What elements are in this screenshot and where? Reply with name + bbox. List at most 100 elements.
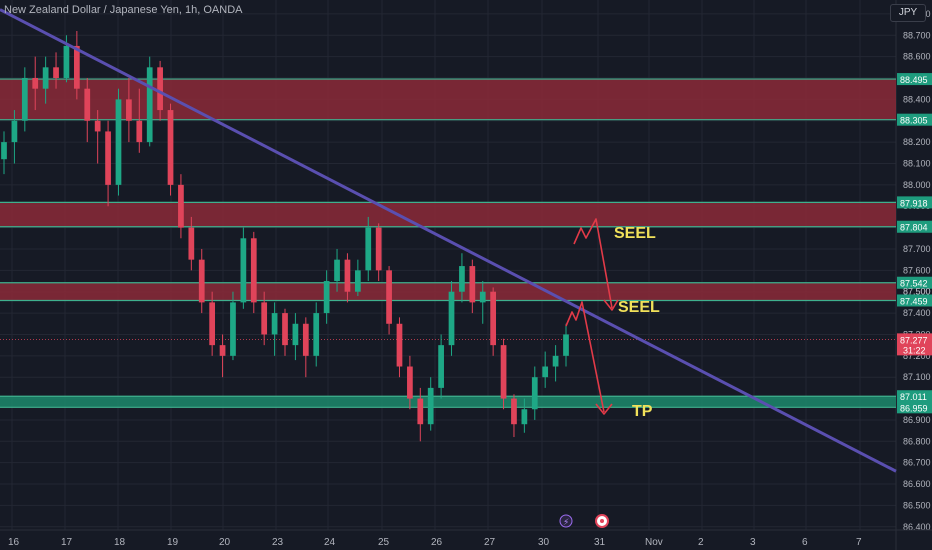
x-tick-label: 20: [219, 537, 231, 548]
y-tick-label: 87.200: [903, 351, 931, 361]
candle-body: [209, 302, 216, 346]
candle-body: [198, 259, 205, 303]
price-tag: [897, 276, 932, 289]
zone-red: [0, 79, 896, 120]
candle-body: [157, 67, 163, 111]
candle-body: [563, 334, 569, 356]
price-tag-countdown: 31:22: [903, 345, 926, 355]
candle-body: [53, 67, 59, 79]
y-tick-label: 88.600: [903, 52, 931, 62]
arrowhead-2: [595, 403, 613, 415]
sell-signal-zigzag-1: [573, 218, 613, 309]
y-tick-label: 86.500: [903, 500, 931, 510]
price-tag-label: 87.542: [900, 279, 928, 289]
zone-red: [0, 282, 896, 301]
y-tick-label: 86.700: [903, 458, 931, 468]
x-tick-label: 2: [698, 537, 704, 548]
candle-body: [84, 88, 91, 121]
zone-red: [0, 202, 896, 227]
y-tick-label: 86.600: [903, 479, 931, 489]
candle-body: [334, 259, 340, 282]
candle-body: [552, 355, 559, 367]
x-tick-label: 23: [272, 537, 284, 548]
candle-body: [73, 45, 80, 89]
price-tag: [897, 390, 932, 403]
candle-body: [282, 313, 288, 346]
candle-body: [1, 142, 7, 160]
price-tag-label: 87.459: [900, 296, 928, 306]
x-tick-label: 3: [750, 537, 756, 548]
x-tick-label: 30: [538, 537, 550, 548]
y-tick-label: 88.000: [903, 180, 931, 190]
y-tick-label: 87.400: [903, 308, 931, 318]
annotation-label: SEEL: [618, 299, 660, 316]
candle-body: [427, 387, 434, 425]
x-tick-label: 16: [8, 537, 20, 548]
price-tag-label: 87.277: [900, 335, 928, 345]
x-tick-label: 27: [484, 537, 496, 548]
candle-body: [178, 184, 184, 228]
candle-body: [21, 78, 28, 121]
price-tag-label: 88.305: [900, 116, 928, 126]
x-tick-label: 24: [324, 537, 336, 548]
candle-body: [146, 67, 153, 143]
candle-body: [136, 120, 143, 143]
y-tick-label: 87.500: [903, 287, 931, 297]
x-tick-label: 19: [167, 537, 179, 548]
candle-body: [542, 366, 549, 378]
y-tick-label: 88.400: [903, 94, 931, 104]
price-tag-label: 88.495: [900, 75, 928, 85]
candle-body: [167, 110, 174, 185]
candle-body: [396, 323, 403, 367]
candle-body: [271, 313, 278, 335]
candle-body: [511, 398, 517, 425]
candle-body: [42, 67, 49, 89]
y-tick-label: 87.500: [903, 287, 931, 297]
price-tag: [897, 333, 932, 356]
candle-body: [94, 120, 101, 132]
candle-body: [386, 270, 392, 324]
candle-body: [126, 99, 132, 121]
candle-body: [105, 131, 111, 185]
y-tick-label: 88.100: [903, 158, 931, 168]
candle-body: [479, 291, 486, 303]
x-tick-label: 17: [61, 537, 73, 548]
candle-body: [459, 266, 465, 292]
candle-body: [32, 78, 39, 89]
candle-body: [261, 302, 268, 335]
price-tag: [897, 196, 932, 209]
candle-body: [438, 345, 444, 388]
candle-body: [219, 345, 226, 356]
x-tick-label: 7: [856, 537, 862, 548]
candle-body: [230, 302, 236, 356]
candle-body: [344, 259, 351, 292]
candle-body: [521, 409, 528, 425]
price-tag-label: 87.011: [900, 392, 927, 402]
candle-body: [313, 313, 320, 356]
candle-body: [115, 99, 122, 185]
x-tick-label: 26: [431, 537, 443, 548]
candle-body: [490, 291, 497, 346]
trendline: [0, 8, 897, 473]
x-tick-label: 6: [802, 537, 808, 548]
y-tick-label: 86.800: [903, 436, 931, 446]
candle-body: [500, 345, 507, 399]
arrowhead-1: [603, 299, 619, 311]
candle-body: [11, 120, 18, 143]
event-marker-dot: [600, 519, 604, 523]
price-tag: [897, 113, 932, 126]
x-tick-label: 25: [378, 537, 390, 548]
price-tag-label: 87.804: [900, 223, 928, 233]
candle-body: [407, 366, 413, 399]
candle-body: [375, 227, 382, 271]
currency-button[interactable]: JPY: [890, 4, 926, 22]
price-tag-label: 87.918: [900, 198, 928, 208]
x-tick-label: Nov: [645, 537, 663, 548]
annotation-label: SEEL: [614, 225, 656, 242]
candle-body: [250, 238, 257, 303]
x-tick-label: 18: [114, 537, 126, 548]
price-tag: [897, 294, 932, 307]
y-tick-label: 87.600: [903, 265, 931, 275]
lightning-glyph: ⚡: [563, 518, 569, 528]
